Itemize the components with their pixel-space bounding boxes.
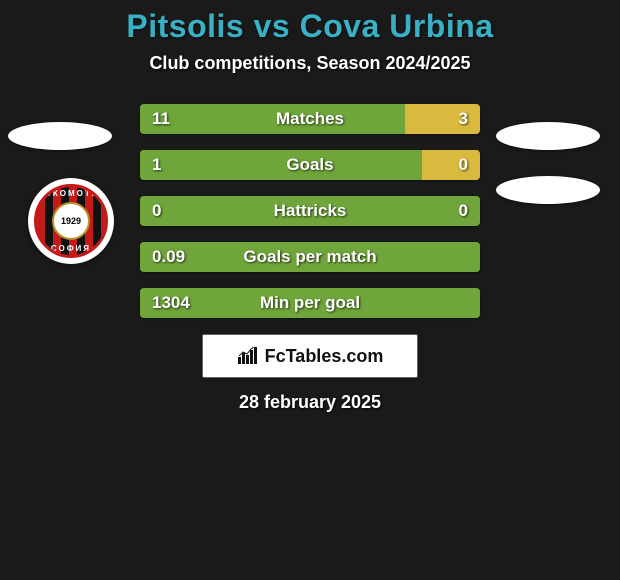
- bar-chart-icon: [237, 347, 259, 365]
- date-text: 28 february 2025: [0, 392, 620, 413]
- player2-badge-1: [496, 122, 600, 150]
- club-text-bottom: СОФИЯ: [37, 244, 105, 253]
- ellipse-placeholder-icon: [496, 122, 600, 150]
- player1-badge-1: [8, 122, 112, 150]
- page-title: Pitsolis vs Cova Urbina: [0, 8, 620, 45]
- brand-text: FcTables.com: [265, 346, 384, 367]
- subtitle: Club competitions, Season 2024/2025: [0, 53, 620, 74]
- player2-badge-2: [496, 176, 600, 204]
- stat-row: 00Hattricks: [140, 196, 480, 226]
- stat-bar-left: [140, 196, 480, 226]
- ellipse-placeholder-icon: [8, 122, 112, 150]
- stat-bar-left: [140, 242, 480, 272]
- comparison-widget: Pitsolis vs Cova Urbina Club competition…: [0, 0, 620, 580]
- club-text-top: ЛОКОМОТИВ: [37, 189, 105, 198]
- stat-bar-left: [140, 104, 405, 134]
- stat-bar-right: [422, 150, 480, 180]
- stat-row: 113Matches: [140, 104, 480, 134]
- stat-bar-left: [140, 150, 422, 180]
- club-year: 1929: [61, 216, 81, 226]
- stat-row: 0.09Goals per match: [140, 242, 480, 272]
- stat-row: 1304Min per goal: [140, 288, 480, 318]
- club-crest-icon: ЛОКОМОТИВ СОФИЯ 1929: [28, 178, 114, 264]
- stat-row: 10Goals: [140, 150, 480, 180]
- club-badge: ЛОКОМОТИВ СОФИЯ 1929: [28, 178, 114, 264]
- ellipse-placeholder-icon: [496, 176, 600, 204]
- stats-list: 113Matches 10Goals 00Hattricks 0.09Goals pe…: [140, 104, 480, 318]
- brand-box[interactable]: FcTables.com: [202, 334, 418, 378]
- stat-bar-right: [405, 104, 480, 134]
- stat-bar-left: [140, 288, 480, 318]
